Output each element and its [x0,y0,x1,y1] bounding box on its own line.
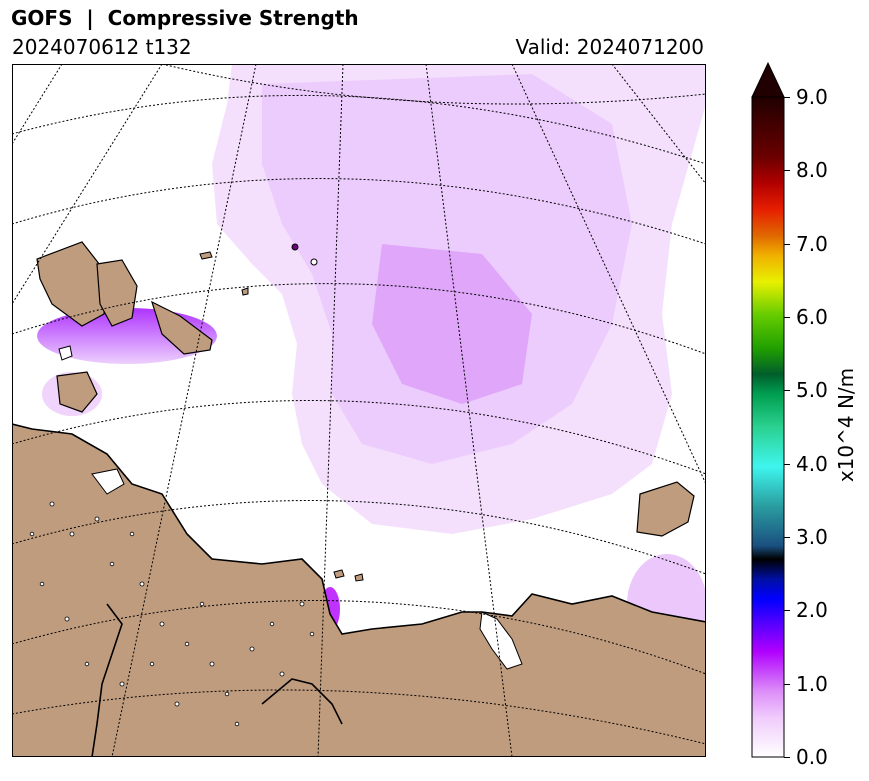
land-mainland [12,423,706,757]
colorbar-tick-4: 4.0 [796,451,828,476]
map-panel [12,64,706,757]
colorbar-tick-mark-3 [784,537,790,538]
colorbar-tick-mark-2 [784,610,790,612]
colorbar-tick-8: 8.0 [796,158,828,183]
colorbar-extend-arrow [751,61,785,98]
land-island-small [56,371,98,413]
graticule-meridians [12,64,706,757]
map-title: GOFS | Compressive Strength [11,6,359,30]
river-2 [261,678,343,725]
colorbar-tick-mark-4 [784,463,790,465]
land-archipelago-west [36,241,108,327]
islet-4 [310,258,318,266]
land-bay-north [91,468,125,495]
colorbar-tick-mark-1 [784,683,790,685]
colorbar-tick-5: 5.0 [796,378,828,403]
river [91,603,123,757]
land-island-tiny [58,345,73,361]
colorbar-tick-3: 3.0 [796,525,828,549]
colorbar-tick-mark-6 [784,317,790,318]
land-lakes [29,501,315,727]
model-run-label: 2024070612 t132 [12,35,192,59]
colorbar-tick-9: 9.0 [796,85,828,109]
valid-time-label: Valid: 2024071200 [515,35,704,59]
sea-ice-core-area [372,244,532,404]
colorbar-tick-7: 7.0 [796,231,828,256]
islet-3 [291,243,299,251]
colorbar-tick-mark-5 [784,390,790,392]
colorbar-tick-mark-9 [784,97,790,98]
colorbar-tick-6: 6.0 [796,305,828,329]
islet-1 [199,251,213,260]
colorbar-tick-1: 1.0 [796,671,828,696]
islet-5 [333,569,345,579]
colorbar-tick-mark-7 [784,243,790,245]
islet-2 [241,287,249,296]
colorbar [751,61,785,758]
land-bay-east [479,611,523,670]
colorbar-tick-mark-0 [784,757,790,758]
colorbar-tick-mark-8 [784,170,790,172]
land-archipelago-east [151,300,213,355]
land-island-east [636,481,695,537]
colorbar-tick-2: 2.0 [796,598,828,623]
islet-6 [354,573,364,582]
land-archipelago-mid [96,259,138,327]
graticule-parallels [12,64,706,745]
colorbar-gradient [751,96,785,758]
colorbar-tick-0: 0.0 [796,745,828,769]
colorbar-unit-label: x10^4 N/m [834,367,858,483]
